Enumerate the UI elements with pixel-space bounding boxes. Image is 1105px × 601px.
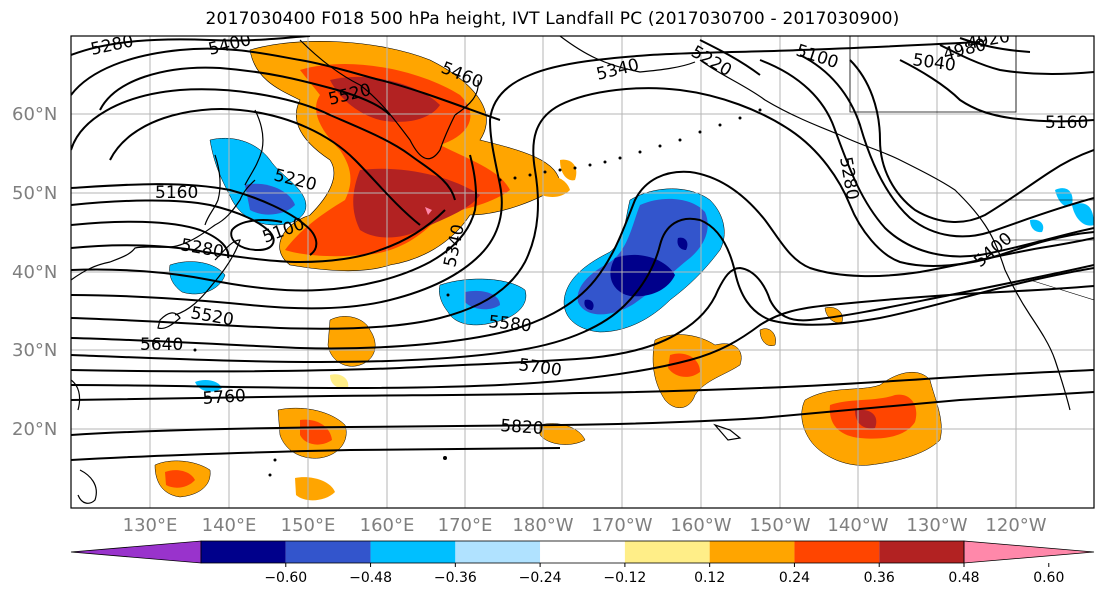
lat-label: 60°N xyxy=(12,104,57,125)
ivt-negative-region xyxy=(584,299,594,310)
lon-label: 160°E xyxy=(360,515,415,536)
contour-label: 5820 xyxy=(500,416,545,439)
lon-label: 120°W xyxy=(985,515,1046,536)
colorbar-tick-label: 0.24 xyxy=(779,570,810,586)
colorbar-segment xyxy=(285,541,371,563)
lon-label: 180°W xyxy=(512,515,573,536)
colorbar-segment xyxy=(794,541,880,563)
lon-label: 160°W xyxy=(670,515,731,536)
contour-label: 5640 xyxy=(140,335,183,355)
colorbar-segment xyxy=(540,541,625,563)
colorbar-tick-label: −0.48 xyxy=(349,570,392,586)
lon-label: 150°E xyxy=(281,515,336,536)
colorbar-segment xyxy=(879,541,964,563)
ivt-positive-region xyxy=(855,409,877,429)
lon-label: 130°E xyxy=(123,515,178,536)
colorbar-frame xyxy=(200,540,965,564)
coastlines xyxy=(71,36,1094,504)
lat-label: 50°N xyxy=(12,183,57,204)
colorbar-tick-label: −0.12 xyxy=(603,570,646,586)
ivt-negative-region xyxy=(465,290,500,310)
contour-label: 5580 xyxy=(487,312,532,336)
longitude-labels: 130°E 140°E 150°E 160°E 170°E 180°W 170°… xyxy=(123,515,1047,536)
ivt-negative-region xyxy=(1030,219,1044,233)
colorbar-tick-label: −0.36 xyxy=(434,570,477,586)
contour-label: 5760 xyxy=(202,386,247,409)
aleutian-islands xyxy=(193,108,762,477)
lon-label: 150°W xyxy=(749,515,810,536)
ivt-positive-region xyxy=(330,76,440,122)
colorbar-segment xyxy=(370,541,456,563)
ivt-positive-region xyxy=(759,328,776,346)
ivt-negative-region xyxy=(245,183,295,215)
lon-label: 170°W xyxy=(591,515,652,536)
lon-label: 130°W xyxy=(906,515,967,536)
ivt-negative-region xyxy=(1072,203,1094,226)
lon-label: 140°E xyxy=(202,515,257,536)
colorbar-tick-label: −0.60 xyxy=(264,570,307,586)
colorbar-tick-label: 0.12 xyxy=(694,570,725,586)
colorbar: −0.60 −0.48 −0.36 −0.24 −0.12 0.12 0.24 0.36 0.4… xyxy=(70,540,1095,586)
colorbar-extend-low xyxy=(70,540,202,564)
ivt-positive-region xyxy=(425,207,432,215)
colorbar-segment xyxy=(709,541,795,563)
height-contours xyxy=(71,36,1094,461)
colorbar-segment xyxy=(624,541,710,563)
ivt-positive-region xyxy=(295,477,335,501)
ivt-positive-region xyxy=(824,307,843,323)
colorbar-segment xyxy=(455,541,541,563)
lat-label: 40°N xyxy=(12,262,57,283)
lat-label: 20°N xyxy=(12,419,57,440)
colorbar-tick-label: −0.24 xyxy=(519,570,562,586)
colorbar-tick-label: 0.60 xyxy=(1033,570,1064,586)
ivt-negative-region xyxy=(677,237,688,250)
ivt-positive-region xyxy=(530,175,570,197)
colorbar-segment xyxy=(201,541,286,563)
ivt-positive-region xyxy=(330,374,349,389)
colorbar-extend-high xyxy=(963,540,1095,564)
map-border xyxy=(70,35,1095,509)
contour-label: 5160 xyxy=(155,183,198,203)
ivt-negative-region xyxy=(610,254,675,297)
latitude-labels: 60°N 50°N 40°N 30°N 20°N xyxy=(12,104,57,440)
colorbar-tick-label: 0.48 xyxy=(948,570,979,586)
ivt-positive-region xyxy=(165,470,195,488)
lat-label: 30°N xyxy=(12,340,57,361)
lon-label: 170°E xyxy=(438,515,493,536)
contour-label: 5160 xyxy=(1045,113,1088,133)
figure-title: 2017030400 F018 500 hPa height, IVT Land… xyxy=(205,9,900,29)
colorbar-tick-label: 0.36 xyxy=(864,570,895,586)
ivt-positive-region xyxy=(560,159,577,181)
lon-label: 140°W xyxy=(827,515,888,536)
